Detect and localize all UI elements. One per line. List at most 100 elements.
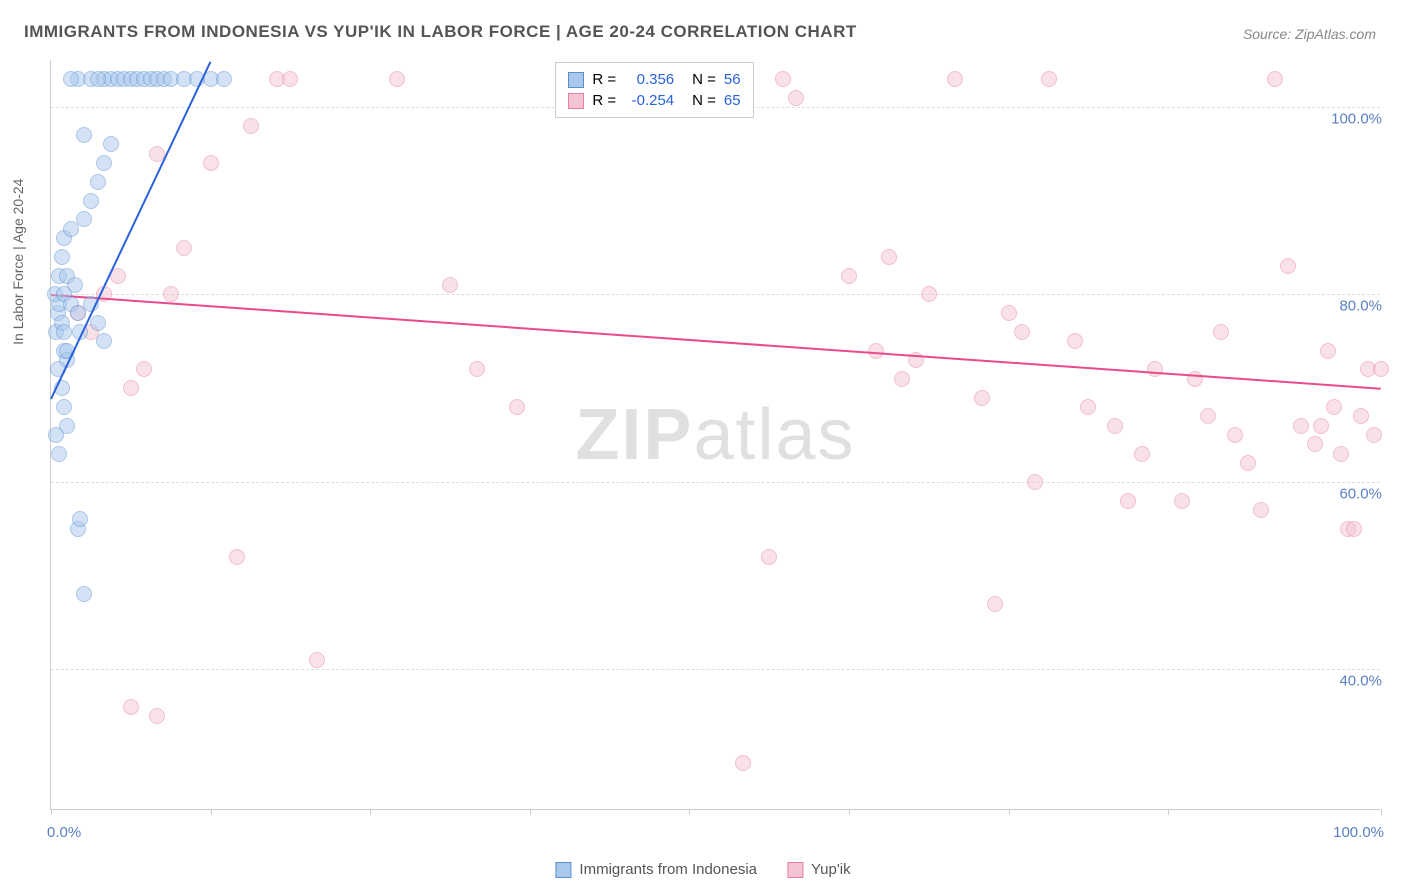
data-point bbox=[67, 277, 83, 293]
gridline bbox=[51, 294, 1380, 295]
watermark-bold: ZIP bbox=[575, 395, 693, 475]
data-point bbox=[389, 71, 405, 87]
data-point bbox=[1373, 361, 1389, 377]
data-point bbox=[761, 549, 777, 565]
data-point bbox=[881, 249, 897, 265]
data-point bbox=[947, 71, 963, 87]
x-tick bbox=[211, 809, 212, 815]
swatch-indonesia bbox=[568, 72, 584, 88]
gridline bbox=[51, 669, 1380, 670]
watermark-light: atlas bbox=[693, 395, 855, 475]
data-point bbox=[1240, 455, 1256, 471]
data-point bbox=[841, 268, 857, 284]
data-point bbox=[203, 155, 219, 171]
data-point bbox=[1080, 399, 1096, 415]
data-point bbox=[54, 249, 70, 265]
data-point bbox=[123, 380, 139, 396]
data-point bbox=[163, 286, 179, 302]
data-point bbox=[921, 286, 937, 302]
r-value-indonesia: 0.356 bbox=[624, 71, 674, 88]
n-prefix: N = bbox=[692, 71, 716, 88]
data-point bbox=[1267, 71, 1283, 87]
n-value-yupik: 65 bbox=[724, 92, 741, 109]
x-tick bbox=[849, 809, 850, 815]
data-point bbox=[1326, 399, 1342, 415]
data-point bbox=[48, 427, 64, 443]
data-point bbox=[229, 549, 245, 565]
data-point bbox=[1147, 361, 1163, 377]
x-tick bbox=[530, 809, 531, 815]
r-value-yupik: -0.254 bbox=[624, 92, 674, 109]
data-point bbox=[56, 399, 72, 415]
data-point bbox=[1213, 324, 1229, 340]
data-point bbox=[1346, 521, 1362, 537]
data-point bbox=[1001, 305, 1017, 321]
data-point bbox=[96, 155, 112, 171]
data-point bbox=[90, 315, 106, 331]
trend-line bbox=[51, 294, 1381, 390]
legend-label-indonesia: Immigrants from Indonesia bbox=[579, 861, 757, 878]
data-point bbox=[1333, 446, 1349, 462]
chart-container: IMMIGRANTS FROM INDONESIA VS YUP'IK IN L… bbox=[0, 0, 1406, 892]
data-point bbox=[1366, 427, 1382, 443]
data-point bbox=[282, 71, 298, 87]
legend-label-yupik: Yup'ik bbox=[811, 861, 851, 878]
data-point bbox=[1320, 343, 1336, 359]
data-point bbox=[894, 371, 910, 387]
data-point bbox=[987, 596, 1003, 612]
data-point bbox=[1293, 418, 1309, 434]
bottom-legend: Immigrants from Indonesia Yup'ik bbox=[555, 861, 850, 878]
r-prefix: R = bbox=[592, 71, 616, 88]
data-point bbox=[76, 586, 92, 602]
legend-item-yupik: Yup'ik bbox=[787, 861, 851, 878]
data-point bbox=[775, 71, 791, 87]
data-point bbox=[1134, 446, 1150, 462]
swatch-yupik bbox=[787, 862, 803, 878]
x-tick-label: 100.0% bbox=[1333, 824, 1384, 841]
source-label: Source: ZipAtlas.com bbox=[1243, 26, 1376, 42]
data-point bbox=[1253, 502, 1269, 518]
data-point bbox=[469, 361, 485, 377]
data-point bbox=[216, 71, 232, 87]
legend-item-indonesia: Immigrants from Indonesia bbox=[555, 861, 757, 878]
data-point bbox=[1120, 493, 1136, 509]
n-value-indonesia: 56 bbox=[724, 71, 741, 88]
gridline bbox=[51, 482, 1380, 483]
x-tick bbox=[1381, 809, 1382, 815]
data-point bbox=[90, 71, 106, 87]
x-tick bbox=[370, 809, 371, 815]
y-tick-label: 60.0% bbox=[1339, 485, 1382, 502]
data-point bbox=[1014, 324, 1030, 340]
x-tick bbox=[689, 809, 690, 815]
y-axis-label: In Labor Force | Age 20-24 bbox=[10, 179, 26, 345]
data-point bbox=[1227, 427, 1243, 443]
data-point bbox=[1067, 333, 1083, 349]
r-prefix: R = bbox=[592, 92, 616, 109]
x-tick bbox=[1168, 809, 1169, 815]
swatch-indonesia bbox=[555, 862, 571, 878]
data-point bbox=[96, 333, 112, 349]
data-point bbox=[1280, 258, 1296, 274]
data-point bbox=[123, 699, 139, 715]
data-point bbox=[56, 324, 72, 340]
y-tick-label: 100.0% bbox=[1331, 110, 1382, 127]
n-prefix: N = bbox=[692, 92, 716, 109]
data-point bbox=[83, 193, 99, 209]
data-point bbox=[1307, 436, 1323, 452]
legend-row-yupik: R = -0.254 N = 65 bbox=[568, 90, 740, 111]
data-point bbox=[442, 277, 458, 293]
data-point bbox=[136, 361, 152, 377]
x-tick bbox=[1009, 809, 1010, 815]
data-point bbox=[90, 174, 106, 190]
data-point bbox=[868, 343, 884, 359]
data-point bbox=[76, 211, 92, 227]
x-tick bbox=[51, 809, 52, 815]
data-point bbox=[1353, 408, 1369, 424]
data-point bbox=[1313, 418, 1329, 434]
swatch-yupik bbox=[568, 93, 584, 109]
y-tick-label: 40.0% bbox=[1339, 673, 1382, 690]
data-point bbox=[1200, 408, 1216, 424]
data-point bbox=[1174, 493, 1190, 509]
data-point bbox=[309, 652, 325, 668]
data-point bbox=[176, 240, 192, 256]
